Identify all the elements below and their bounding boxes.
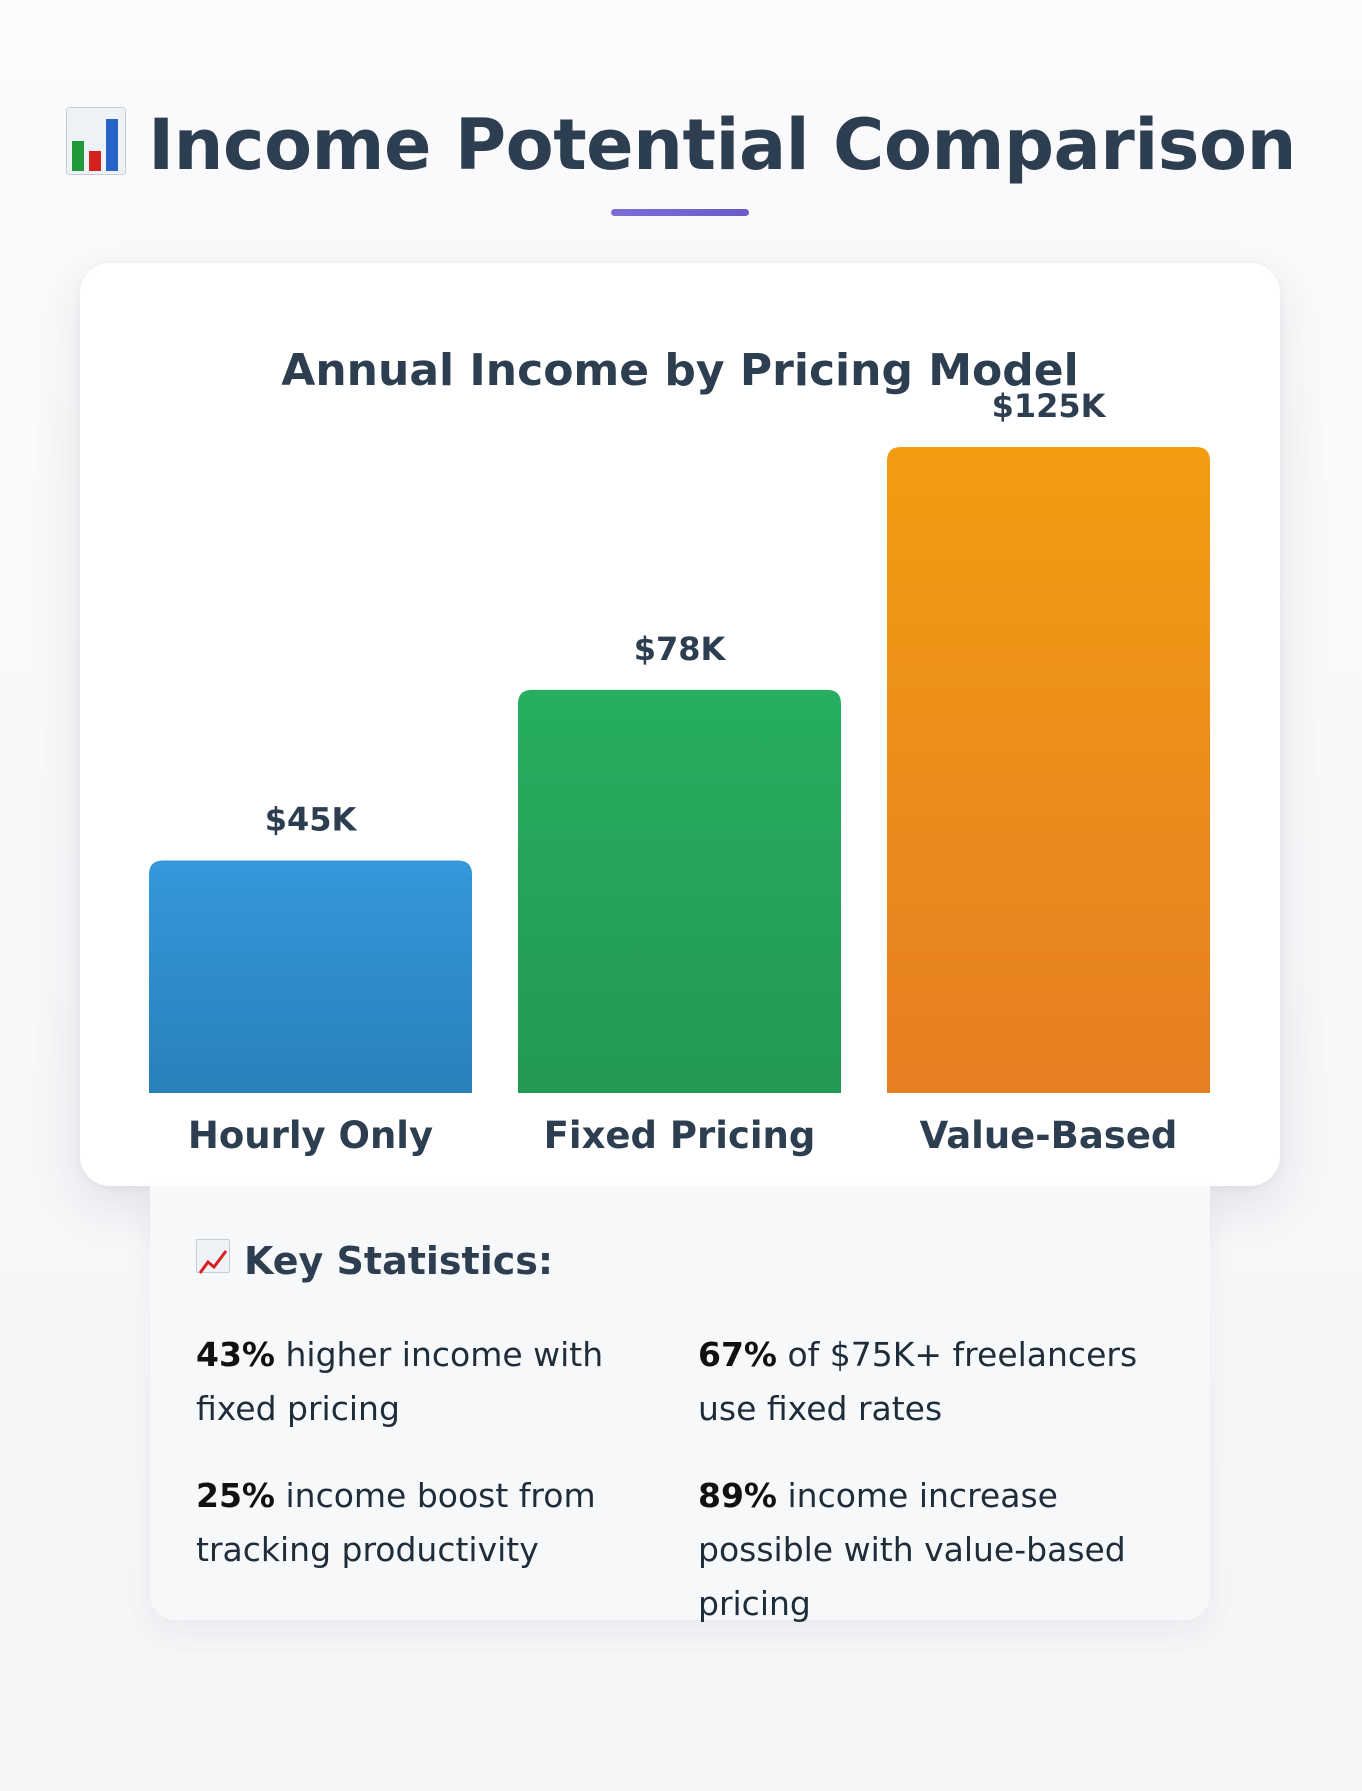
bar-hourly-only: [149, 860, 472, 1093]
page-title-text: Income Potential Comparison: [148, 104, 1296, 186]
bar-fixed-pricing: [518, 689, 841, 1093]
stat-item: 89% income increase possible with value-…: [698, 1476, 1126, 1623]
bar-value-label: $78K: [634, 630, 727, 668]
bar-value-based: [887, 447, 1210, 1093]
bar-chart: $45K Hourly Only $78K Fixed Pricing $125K Val…: [149, 387, 1210, 1157]
stat-item: 25% income boost from tracking productiv…: [196, 1476, 596, 1569]
bar-value-label: $45K: [265, 800, 358, 838]
chart-title: Annual Income by Pricing Model: [281, 345, 1079, 396]
chart-card: Annual Income by Pricing Model $45K Hourl…: [80, 263, 1280, 1186]
chart-increasing-icon: [196, 1239, 230, 1274]
stat-item: 67% of $75K+ freelancers use fixed rates: [698, 1335, 1138, 1428]
category-label: Value-Based: [920, 1114, 1178, 1157]
bar-chart-icon: [66, 107, 127, 175]
category-label: Fixed Pricing: [544, 1114, 816, 1157]
bar-value-label: $125K: [992, 387, 1107, 425]
page-title: Income Potential Comparison: [0, 100, 1362, 190]
category-label: Hourly Only: [188, 1114, 433, 1157]
key-statistics-title: Key Statistics:: [196, 1236, 553, 1286]
title-underline: [611, 209, 749, 216]
stat-item: 43% higher income with fixed pricing: [196, 1335, 604, 1428]
key-statistics-panel: Key Statistics: 43% higher income with f…: [150, 1186, 1210, 1623]
